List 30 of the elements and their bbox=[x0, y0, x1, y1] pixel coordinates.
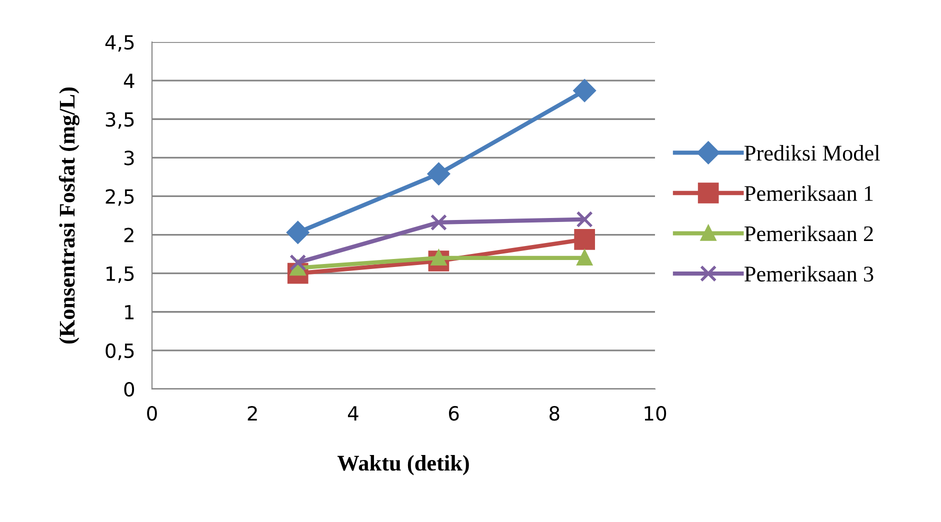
point bbox=[430, 214, 448, 231]
point bbox=[576, 211, 593, 228]
legend-label: Pemeriksaan 2 bbox=[744, 226, 873, 242]
x-tick-label: 8 bbox=[550, 406, 560, 421]
y-tick-label: 4,5 bbox=[105, 35, 134, 52]
x-tick-label: 6 bbox=[448, 406, 459, 421]
legend-label: Prediksi Model bbox=[744, 145, 880, 161]
y-tick-label: 4 bbox=[124, 74, 134, 88]
legend-label: Pemeriksaan 3 bbox=[744, 266, 874, 282]
x-tick-label: 4 bbox=[348, 406, 358, 420]
x-axis-title: Waktu (detik) bbox=[337, 455, 469, 476]
y-tick-label: 0 bbox=[124, 382, 134, 397]
y-tick-label: 3 bbox=[124, 150, 134, 166]
point bbox=[574, 228, 595, 250]
point bbox=[286, 221, 310, 244]
y-tick-label: 1 bbox=[125, 305, 134, 320]
y-tick-label: 2,5 bbox=[106, 189, 134, 206]
point bbox=[576, 250, 592, 266]
point bbox=[428, 162, 450, 186]
legend-label: Pemeriksaan 1 bbox=[744, 185, 873, 201]
y-tick-label: 1,5 bbox=[106, 266, 134, 283]
y-tick-label: 3,5 bbox=[106, 112, 134, 129]
y-tick-label: 2 bbox=[124, 228, 134, 242]
point bbox=[290, 254, 306, 271]
y-tick-label: 0,5 bbox=[106, 343, 134, 360]
point bbox=[573, 79, 596, 102]
x-tick-label: 2 bbox=[248, 406, 257, 420]
y-axis-title: (Konsentrasi Fosfat (mg/L) bbox=[58, 87, 80, 344]
x-tick-label: 0 bbox=[147, 406, 157, 421]
x-tick-label: 10 bbox=[644, 406, 666, 421]
